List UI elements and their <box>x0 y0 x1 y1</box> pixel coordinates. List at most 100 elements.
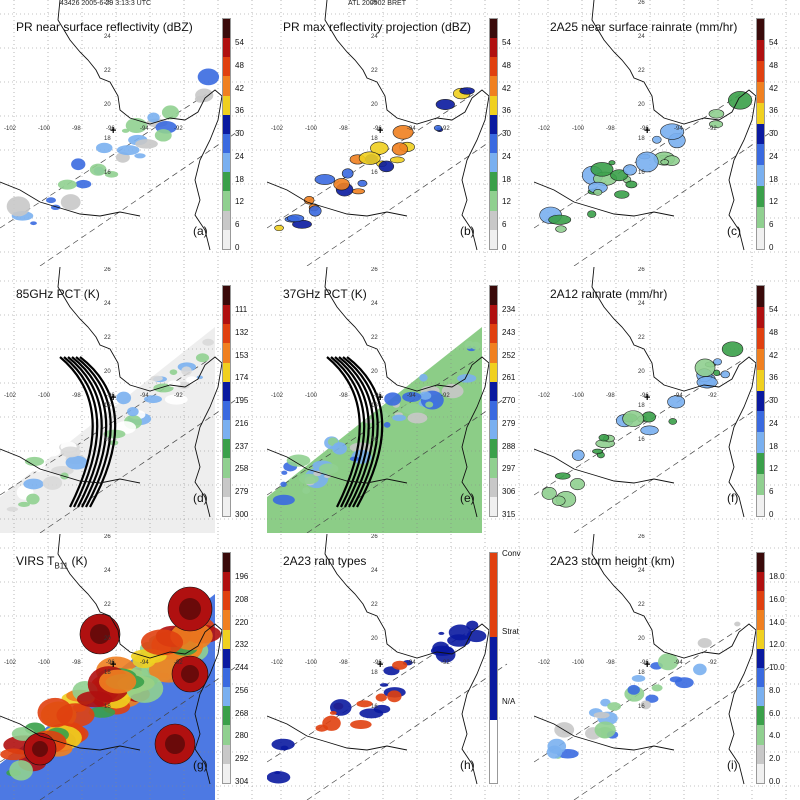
colorbar-tick: 18 <box>769 174 778 184</box>
rain-cell <box>660 159 670 165</box>
cold-cloud-core <box>179 598 201 620</box>
map-i: -102 -100 -98 -96 -94 -92 26 24 22 20 18 16 + <box>534 534 800 800</box>
rain-cell <box>587 210 597 218</box>
colorbar-tick: 268 <box>235 708 249 718</box>
rain-cell <box>392 414 406 422</box>
colorbar-tick: 24 <box>502 151 511 161</box>
panel-label: (b) <box>460 224 475 238</box>
panel-c: -102 -100 -98 -96 -94 -92 26 24 22 20 18 16 +2A25 ne… <box>534 0 800 266</box>
storm-center-marker: + <box>644 659 650 671</box>
colorbar-tick: 216 <box>235 418 249 428</box>
colorbar-segment <box>223 439 230 459</box>
colorbar-segment <box>223 324 230 344</box>
colorbar-tick: 297 <box>502 464 516 474</box>
lon-label: -102 <box>538 126 551 132</box>
rain-cell <box>541 486 557 500</box>
rain-cell <box>734 621 741 627</box>
lon-label: -96 <box>640 393 649 399</box>
rain-cell <box>640 700 651 710</box>
lat-label: 24 <box>104 568 111 574</box>
map-g: -102 -100 -98 -96 -94 -92 26 24 22 20 18 16 + <box>0 534 266 800</box>
scan-arc <box>67 356 103 508</box>
colorbar-segment <box>490 400 497 421</box>
lon-label: -96 <box>106 126 115 132</box>
colorbar-segment <box>490 286 497 306</box>
colorbar-segment <box>757 306 764 328</box>
lon-label: -98 <box>339 660 348 666</box>
colorbar-segment <box>223 343 230 363</box>
colorbar-segment <box>223 400 230 421</box>
colorbar <box>489 18 498 250</box>
panel-i: -102 -100 -98 -96 -94 -92 26 24 22 20 18 16 +2A23 st… <box>534 534 800 800</box>
colorbar <box>756 285 765 517</box>
cold-cloud-core <box>165 734 185 754</box>
lon-label: -100 <box>305 393 318 399</box>
panel-f: -102 -100 -98 -96 -94 -92 26 24 22 20 18 16 +2A12 ra… <box>534 267 800 533</box>
colorbar-segment <box>490 657 497 679</box>
colorbar-segment <box>490 496 497 516</box>
rain-cell <box>378 160 395 173</box>
storm-center-marker: + <box>110 392 116 404</box>
colorbar-tick: 6.0 <box>769 708 781 718</box>
rain-cell <box>401 403 426 415</box>
lat-label: 18 <box>104 670 111 676</box>
lon-label: -94 <box>140 393 149 399</box>
colorbar-segment <box>223 76 230 96</box>
lat-label: 18 <box>104 403 111 409</box>
lat-label: 20 <box>638 369 645 375</box>
lat-label: 22 <box>104 68 111 74</box>
lon-label: -96 <box>373 660 382 666</box>
lat-label: 16 <box>104 704 111 710</box>
rain-cell <box>341 168 354 179</box>
colorbar-segment <box>490 553 497 574</box>
colorbar-tick: 256 <box>235 685 249 695</box>
rain-cell <box>9 760 33 781</box>
rain-cell <box>98 669 137 694</box>
rain-cell <box>56 703 95 728</box>
colorbar-tick: 18 <box>235 174 244 184</box>
lon-label: -102 <box>4 393 17 399</box>
rain-cell <box>134 153 146 159</box>
storm-center-marker: + <box>377 392 383 404</box>
rain-cell <box>333 178 350 191</box>
rain-cell <box>373 704 391 714</box>
rain-cell <box>610 169 629 182</box>
colorbar-segment <box>223 286 230 306</box>
colorbar-segment <box>223 38 230 58</box>
lat-label: 22 <box>638 335 645 341</box>
colorbar-tick: Conv <box>502 549 521 558</box>
lat-label: 24 <box>638 301 645 307</box>
colorbar-tick: 18 <box>769 441 778 451</box>
rain-cell <box>470 341 481 350</box>
colorbar-tick: 12 <box>502 197 511 207</box>
colorbar-tick: 315 <box>502 510 516 519</box>
colorbar-segment <box>223 19 230 39</box>
colorbar-segment <box>757 648 764 668</box>
panel-title: 85GHz PCT (K) <box>16 287 100 301</box>
colorbar-tick: 54 <box>769 38 778 47</box>
rain-cell <box>627 684 640 695</box>
colorbar-segment <box>757 725 764 745</box>
colorbar-segment <box>223 191 230 211</box>
colorbar-tick: 153 <box>235 350 249 360</box>
colorbar-segment <box>223 496 230 516</box>
storm-center-marker: + <box>110 659 116 671</box>
colorbar-tick: 54 <box>769 305 778 314</box>
lat-label: 18 <box>371 670 378 676</box>
rain-cell <box>375 693 387 702</box>
colorbar-tick: 24 <box>769 151 778 161</box>
lon-label: -96 <box>373 126 382 132</box>
colorbar-segment <box>223 114 230 134</box>
lat-label: 24 <box>638 34 645 40</box>
colorbar-tick: 6 <box>502 220 507 230</box>
scan-arc <box>342 356 379 508</box>
lon-label: -96 <box>106 660 115 666</box>
colorbar-segment <box>757 39 764 61</box>
rain-cell <box>709 120 724 129</box>
colorbar-segment <box>757 474 764 496</box>
rain-cell <box>379 683 389 687</box>
storm-center-marker: + <box>377 125 383 137</box>
colorbar-segment <box>490 38 497 58</box>
rain-cell <box>116 391 132 405</box>
colorbar-segment <box>490 720 497 742</box>
